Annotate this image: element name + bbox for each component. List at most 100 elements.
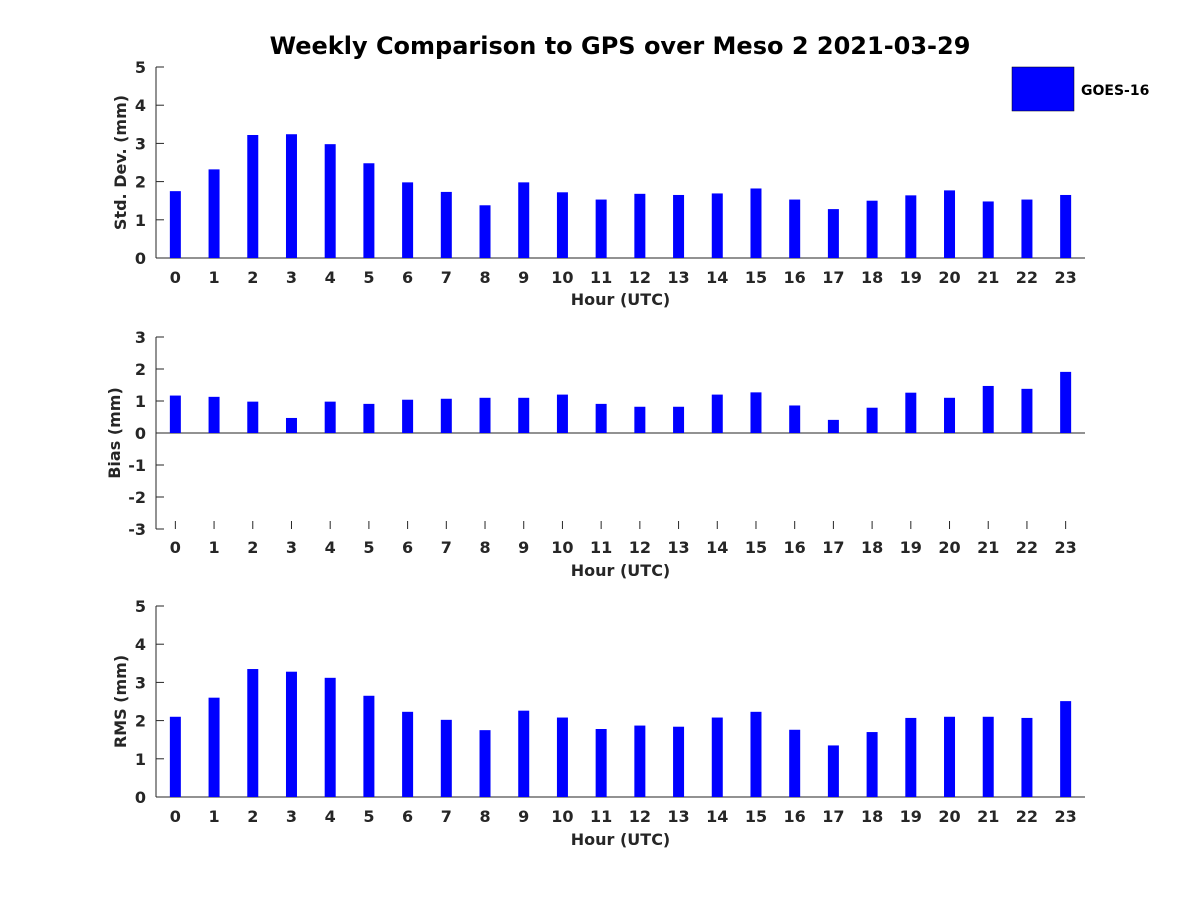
bar-rms-hour-13 xyxy=(673,726,685,797)
x-tick-label: 19 xyxy=(900,538,922,557)
x-tick-label: 5 xyxy=(363,807,374,826)
bar-std-dev-hour-21 xyxy=(982,201,994,258)
x-tick-label: 17 xyxy=(822,538,844,557)
bar-std-dev-hour-20 xyxy=(944,190,956,258)
bar-bias-hour-22 xyxy=(1021,388,1033,433)
x-tick-label: 17 xyxy=(822,807,844,826)
x-tick-label: 16 xyxy=(784,807,806,826)
x-tick-label: 13 xyxy=(667,807,689,826)
bar-bias-hour-10 xyxy=(556,394,568,433)
x-tick-label: 19 xyxy=(900,268,922,287)
x-tick-label: 8 xyxy=(479,807,490,826)
bar-std-dev-hour-3 xyxy=(285,134,297,258)
x-tick-label: 20 xyxy=(938,538,960,557)
x-tick-label: 9 xyxy=(518,538,529,557)
x-tick-label: 21 xyxy=(977,268,999,287)
bar-rms-hour-4 xyxy=(324,677,336,797)
bar-bias-hour-21 xyxy=(982,385,994,433)
bar-std-dev-hour-17 xyxy=(827,209,839,258)
x-tick-label: 11 xyxy=(590,268,612,287)
bar-std-dev-hour-5 xyxy=(363,163,375,258)
bar-std-dev-hour-4 xyxy=(324,144,336,258)
bar-bias-hour-15 xyxy=(750,392,762,433)
y-tick-label: 1 xyxy=(135,211,146,230)
y-tick-label: 3 xyxy=(135,673,146,692)
y-tick-label: 2 xyxy=(135,360,146,379)
bar-bias-hour-9 xyxy=(518,397,530,433)
x-tick-label: 20 xyxy=(938,268,960,287)
x-tick-label: 1 xyxy=(208,268,219,287)
x-tick-label: 3 xyxy=(286,268,297,287)
bar-rms-hour-11 xyxy=(595,729,607,797)
bar-std-dev-hour-2 xyxy=(247,134,259,258)
bar-std-dev-hour-0 xyxy=(169,191,181,258)
bar-rms-hour-5 xyxy=(363,695,375,797)
y-tick-label: 4 xyxy=(135,635,146,654)
x-tick-label: 5 xyxy=(363,268,374,287)
bar-bias-hour-3 xyxy=(285,417,297,433)
x-tick-label: 1 xyxy=(208,538,219,557)
bar-bias-hour-2 xyxy=(247,401,259,433)
bar-bias-hour-14 xyxy=(711,394,723,433)
y-tick-label: 2 xyxy=(135,173,146,192)
bar-std-dev-hour-14 xyxy=(711,193,723,258)
x-tick-label: 14 xyxy=(706,268,728,287)
x-tick-label: 0 xyxy=(170,538,181,557)
x-tick-label: 2 xyxy=(247,268,258,287)
bar-rms-hour-3 xyxy=(285,671,297,797)
bar-bias-hour-12 xyxy=(634,406,646,433)
x-tick-label: 18 xyxy=(861,807,883,826)
y-tick-label: 5 xyxy=(135,597,146,616)
x-tick-label: 17 xyxy=(822,268,844,287)
x-tick-label: 2 xyxy=(247,538,258,557)
x-axis-label: Hour (UTC) xyxy=(571,830,671,849)
x-tick-label: 11 xyxy=(590,538,612,557)
bar-std-dev-hour-1 xyxy=(208,169,220,258)
bar-std-dev-hour-19 xyxy=(905,195,917,258)
bar-std-dev-hour-22 xyxy=(1021,199,1033,258)
bar-rms-hour-9 xyxy=(518,710,530,797)
y-tick-label: 0 xyxy=(135,424,146,443)
x-tick-label: 18 xyxy=(861,268,883,287)
x-tick-label: 3 xyxy=(286,538,297,557)
bar-bias-hour-17 xyxy=(827,419,839,433)
bar-bias-hour-20 xyxy=(944,397,956,433)
x-tick-label: 0 xyxy=(170,268,181,287)
x-tick-label: 13 xyxy=(667,268,689,287)
x-tick-label: 14 xyxy=(706,807,728,826)
x-tick-label: 18 xyxy=(861,538,883,557)
bar-rms-hour-16 xyxy=(789,729,801,797)
bar-rms-hour-23 xyxy=(1060,701,1072,797)
bar-bias-hour-19 xyxy=(905,392,917,433)
x-tick-label: 7 xyxy=(441,807,452,826)
chart-title: Weekly Comparison to GPS over Meso 2 202… xyxy=(270,32,971,60)
bar-std-dev-hour-23 xyxy=(1060,194,1072,258)
legend-label: GOES-16 xyxy=(1081,83,1149,99)
x-tick-label: 12 xyxy=(629,538,651,557)
y-tick-label: 1 xyxy=(135,392,146,411)
y-tick-label: 1 xyxy=(135,750,146,769)
x-tick-label: 5 xyxy=(363,538,374,557)
x-tick-label: 7 xyxy=(441,538,452,557)
x-tick-label: 10 xyxy=(551,807,573,826)
bar-std-dev-hour-12 xyxy=(634,193,646,258)
bar-std-dev-hour-6 xyxy=(402,182,414,258)
x-tick-label: 8 xyxy=(479,268,490,287)
bar-rms-hour-15 xyxy=(750,711,762,797)
bar-rms-hour-2 xyxy=(247,669,259,797)
bar-rms-hour-6 xyxy=(402,711,414,797)
bar-std-dev-hour-7 xyxy=(440,191,452,258)
x-axis-label: Hour (UTC) xyxy=(571,561,671,580)
y-tick-label: 3 xyxy=(135,328,146,347)
x-tick-label: 11 xyxy=(590,807,612,826)
y-axis-label: Std. Dev. (mm) xyxy=(111,95,130,230)
x-tick-label: 4 xyxy=(325,268,336,287)
bar-rms-hour-20 xyxy=(944,716,956,797)
x-tick-label: 1 xyxy=(208,807,219,826)
y-tick-label: 0 xyxy=(135,249,146,268)
bar-bias-hour-6 xyxy=(402,399,414,433)
